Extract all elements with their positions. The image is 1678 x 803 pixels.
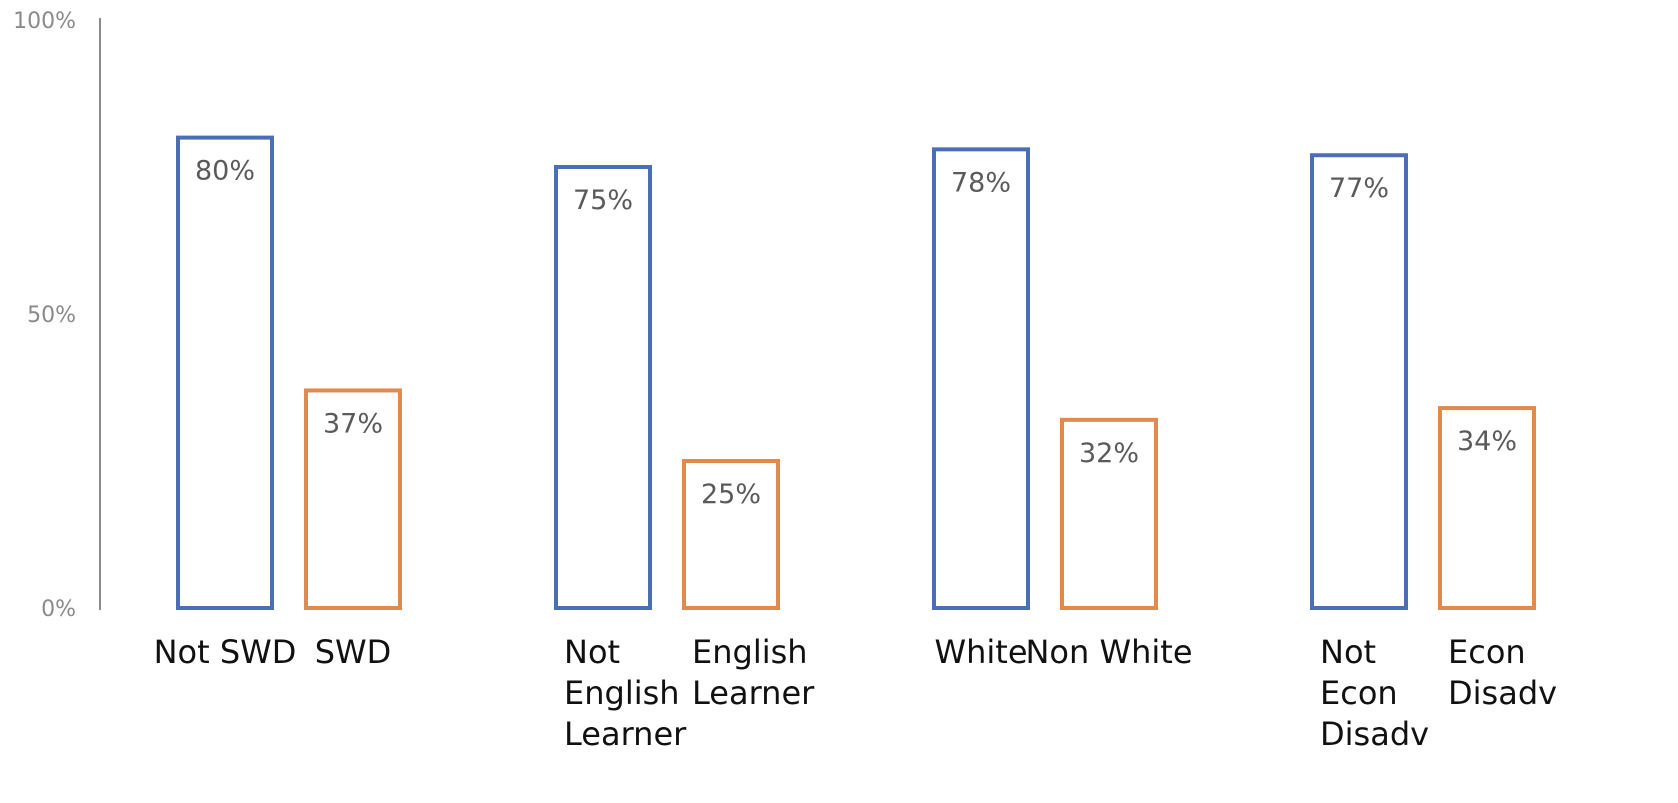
category-label: Not [564, 633, 620, 671]
bar [304, 388, 402, 610]
category-label: Disadv [1320, 715, 1429, 753]
category-label: Not [1320, 633, 1376, 671]
data-labels: 80% 37% 75% 25% 78% 32% 77% 34% [195, 156, 1517, 510]
data-label: 75% [573, 185, 633, 216]
data-label: 37% [323, 408, 383, 439]
bar [682, 459, 780, 610]
category-label: Econ [1448, 633, 1526, 671]
data-label: 25% [701, 479, 761, 510]
category-labels: Not SWD SWD NotEnglishLearnerEnglishLearne… [154, 633, 1557, 753]
data-label: 80% [195, 156, 255, 187]
data-label: 32% [1079, 438, 1139, 469]
bar [932, 147, 1030, 611]
data-label: 78% [951, 167, 1011, 198]
data-label: 34% [1457, 426, 1517, 457]
bar [554, 165, 652, 610]
category-label: White [934, 633, 1027, 671]
category-label: English [692, 633, 808, 671]
data-label: 77% [1329, 173, 1389, 204]
bar [1438, 406, 1536, 610]
category-label: Disadv [1448, 674, 1557, 712]
bar [176, 135, 274, 610]
category-label: Econ [1320, 674, 1398, 712]
category-label: English [564, 674, 680, 712]
bar [1060, 417, 1158, 610]
category-label: Learner [692, 674, 815, 712]
y-tick-label: 50% [27, 303, 76, 328]
category-label: Learner [564, 715, 687, 753]
category-label: SWD [315, 633, 392, 671]
y-axis: 0% 50% 100% [13, 9, 101, 622]
bar [1310, 153, 1408, 611]
y-tick-label: 0% [41, 597, 76, 622]
y-tick-label: 100% [13, 9, 76, 34]
category-label: Not SWD [154, 633, 297, 671]
bars [176, 135, 1536, 611]
category-label: Non White [1025, 633, 1192, 671]
